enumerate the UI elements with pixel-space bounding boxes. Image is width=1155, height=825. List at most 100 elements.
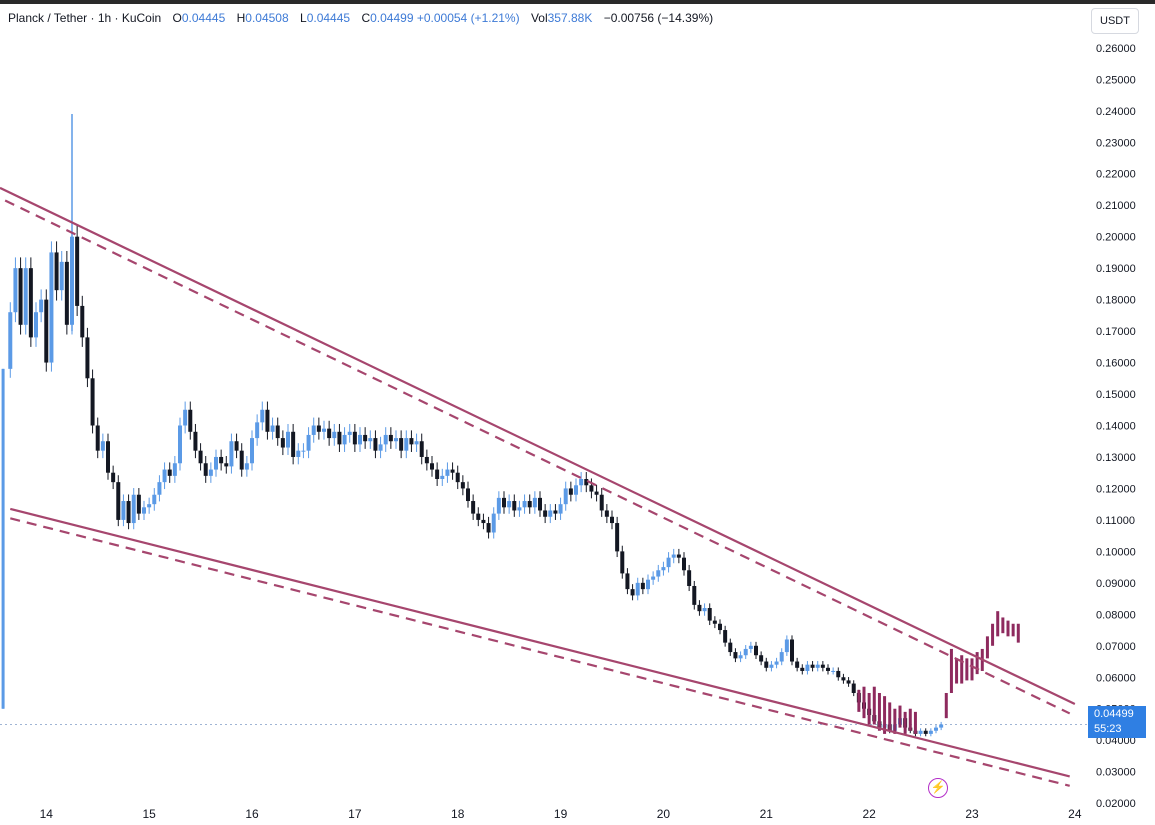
- candle-body: [39, 299, 44, 313]
- candle-body: [34, 312, 38, 338]
- candle-body: [8, 312, 13, 369]
- candle-body: [671, 554, 676, 558]
- close-value: 0.04499: [370, 11, 414, 25]
- projection-bars: [857, 611, 1020, 734]
- candle-body: [70, 242, 74, 306]
- candle-body: [502, 497, 506, 508]
- y-axis: 0.020000.030000.040000.050000.060000.070…: [1096, 43, 1136, 810]
- y-tick-label: 0.25000: [1096, 74, 1136, 86]
- candle-body: [219, 456, 224, 464]
- projection-bar: [862, 686, 866, 719]
- candle-body: [666, 557, 671, 568]
- candle-body: [352, 431, 357, 445]
- candle-body: [820, 664, 825, 668]
- candle-body: [620, 551, 625, 574]
- y-tick-label: 0.07000: [1096, 641, 1136, 653]
- candle-body: [322, 428, 326, 432]
- x-tick-label: 23: [965, 807, 979, 821]
- candle-body: [147, 504, 152, 508]
- candle-body: [152, 494, 157, 505]
- candle-body: [106, 441, 110, 473]
- candle-body: [260, 409, 265, 423]
- y-tick-label: 0.14000: [1096, 421, 1136, 433]
- projection-bar: [1011, 623, 1015, 637]
- candle-body: [784, 639, 789, 653]
- candle-body: [810, 664, 815, 668]
- candle-body: [363, 434, 368, 442]
- projection-bar: [888, 702, 892, 731]
- candle-body: [594, 491, 599, 495]
- projection-bar: [960, 655, 964, 684]
- candle-body: [28, 268, 33, 338]
- projection-bar: [913, 711, 917, 734]
- candle-body: [188, 409, 193, 432]
- candle-body: [306, 434, 311, 451]
- candle-body: [676, 554, 681, 558]
- candle-body: [332, 431, 337, 439]
- low-value: 0.04445: [306, 11, 351, 25]
- candle-body: [512, 501, 517, 511]
- candle-body: [229, 441, 234, 467]
- candle-body: [440, 475, 445, 479]
- y-tick-label: 0.10000: [1096, 546, 1136, 558]
- projection-bar: [857, 689, 861, 712]
- projection-bar: [991, 623, 995, 646]
- candle-body: [471, 501, 476, 514]
- candle-body: [815, 664, 820, 668]
- candle-body: [697, 604, 702, 612]
- symbol-legend: Planck / Tether · 1h · KuCoin O0.04445 H…: [8, 11, 713, 25]
- projection-bar: [1016, 623, 1020, 643]
- candle-body: [193, 431, 198, 451]
- candle-body: [316, 425, 321, 432]
- high-label: H: [236, 11, 246, 25]
- candle-body: [95, 425, 100, 451]
- candle-body: [769, 664, 774, 668]
- candle-body: [841, 677, 846, 681]
- projection-bar: [903, 711, 907, 734]
- candle-body: [527, 501, 532, 508]
- candle-body: [342, 434, 347, 445]
- symbol-title[interactable]: Planck / Tether · 1h · KuCoin: [8, 11, 162, 25]
- volume-label: Vol: [530, 11, 548, 25]
- candle-body: [800, 667, 805, 671]
- candle-body: [759, 655, 764, 662]
- x-tick-label: 14: [40, 807, 54, 821]
- candle-body: [836, 670, 841, 678]
- projection-bar: [975, 652, 979, 675]
- candle-body: [347, 431, 352, 435]
- x-tick-label: 18: [451, 807, 465, 821]
- projection-bar: [893, 708, 897, 734]
- candle-body: [75, 236, 80, 306]
- candle-body: [23, 268, 28, 325]
- x-tick-label: 24: [1068, 807, 1082, 821]
- candle-body: [49, 252, 54, 363]
- candle-body: [59, 261, 64, 291]
- candle-body: [779, 652, 784, 662]
- lightning-icon[interactable]: ⚡: [928, 778, 948, 798]
- candle-body: [291, 431, 296, 457]
- candle-body: [404, 438, 409, 451]
- candle-body: [507, 501, 512, 508]
- y-tick-label: 0.04000: [1096, 735, 1136, 747]
- projection-bar: [970, 658, 974, 681]
- candle-body: [167, 469, 172, 476]
- candle-body: [476, 513, 481, 520]
- candle-body: [687, 570, 692, 586]
- y-tick-label: 0.03000: [1096, 767, 1136, 779]
- candle-body: [455, 472, 460, 483]
- candle-body: [712, 620, 717, 624]
- candle-body: [178, 425, 182, 464]
- candle-body: [394, 438, 398, 442]
- candle-body: [18, 268, 23, 325]
- currency-button[interactable]: USDT: [1091, 8, 1139, 34]
- candle-body: [203, 463, 208, 476]
- candle-body: [553, 510, 558, 514]
- volume-value: 357.88K: [547, 11, 593, 25]
- candle-body: [754, 645, 758, 656]
- candle-body: [466, 488, 470, 502]
- candle-body: [90, 378, 95, 426]
- candle-body: [208, 469, 213, 476]
- candle-body: [275, 425, 280, 439]
- candle-body: [574, 485, 578, 495]
